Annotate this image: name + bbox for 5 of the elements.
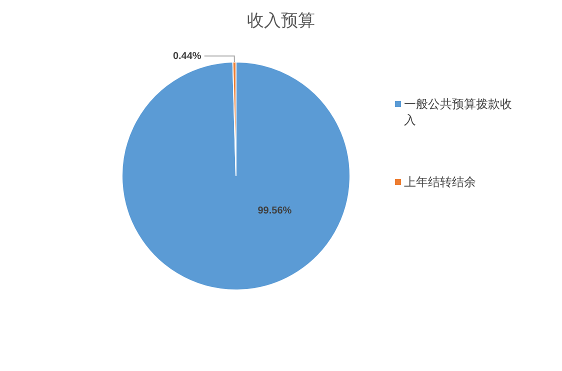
data-label: 99.56% [258,205,292,216]
legend-label: 上年结转结余 [404,175,476,189]
legend-label: 一般公共预算拨款收入 [404,97,512,127]
chart-title: 收入预算 [247,11,315,30]
data-label: 0.44% [172,51,202,62]
